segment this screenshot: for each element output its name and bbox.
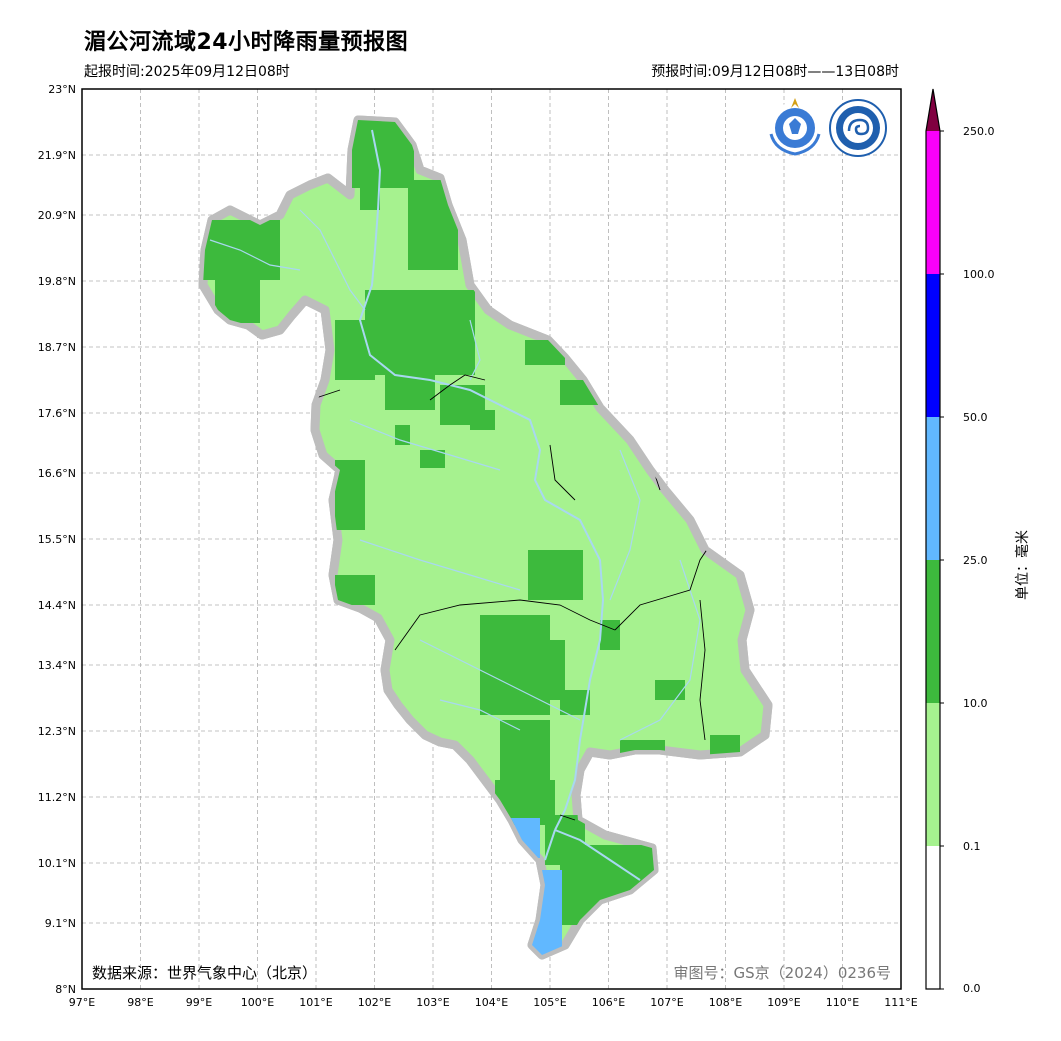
rivers [209, 129, 701, 881]
colorbar-label: 100.0 [963, 268, 995, 281]
lat-label: 8°N [55, 983, 76, 996]
colorbar-label: 10.0 [963, 697, 988, 710]
forecast-time: 预报时间:09月12日08时——13日08时 [651, 64, 899, 80]
lat-label: 11.2°N [37, 791, 76, 804]
map-title: 湄公河流域24小时降雨量预报图 [84, 30, 409, 55]
lat-label: 16.6°N [37, 467, 76, 480]
colorbar-label: 0.1 [963, 840, 981, 853]
colorbar [925, 88, 944, 990]
lon-label: 98°E [127, 996, 154, 1009]
lon-label: 101°E [299, 996, 333, 1009]
lon-label: 102°E [357, 996, 392, 1009]
cma-logo-icon [829, 99, 887, 157]
review-number: 审图号：GS京（2024）0236号 [673, 964, 892, 982]
lon-label: 105°E [533, 996, 567, 1009]
lat-label: 13.4°N [37, 659, 76, 672]
lon-label: 97°E [68, 996, 96, 1009]
lat-label: 20.9°N [37, 209, 76, 222]
lat-label: 10.1°N [37, 857, 76, 870]
lon-label: 107°E [650, 996, 684, 1009]
data-source: 数据来源：世界气象中心（北京） [92, 964, 318, 982]
lon-label: 100°E [240, 996, 275, 1009]
lon-label: 106°E [591, 996, 626, 1009]
colorbar-label: 0.0 [963, 982, 981, 995]
lat-label: 18.7°N [37, 341, 76, 354]
lat-label: 23°N [48, 83, 76, 96]
lat-label: 21.9°N [37, 149, 76, 162]
lat-label: 17.6°N [37, 407, 76, 420]
lat-label: 9.1°N [44, 917, 76, 930]
lat-label: 15.5°N [37, 533, 76, 546]
colorbar-label: 25.0 [963, 554, 988, 567]
lon-label: 111°E [884, 996, 918, 1009]
mekong-basin [198, 115, 773, 960]
lon-label: 110°E [825, 996, 860, 1009]
lon-label: 104°E [474, 996, 509, 1009]
map-frame [81, 88, 902, 990]
unit-label: 单位：毫米 [1015, 530, 1031, 600]
lon-label: 108°E [708, 996, 743, 1009]
issue-time: 起报时间:2025年09月12日08时 [84, 64, 290, 80]
lon-label: 109°E [767, 996, 801, 1009]
lon-label: 103°E [416, 996, 450, 1009]
wmo-logo-icon [769, 98, 821, 156]
colorbar-label: 50.0 [963, 411, 988, 424]
lat-label: 19.8°N [37, 275, 76, 288]
lon-label: 99°E [185, 996, 213, 1009]
lat-label: 14.4°N [37, 599, 76, 612]
colorbar-label: 250.0 [963, 125, 995, 138]
lat-label: 12.3°N [37, 725, 76, 738]
